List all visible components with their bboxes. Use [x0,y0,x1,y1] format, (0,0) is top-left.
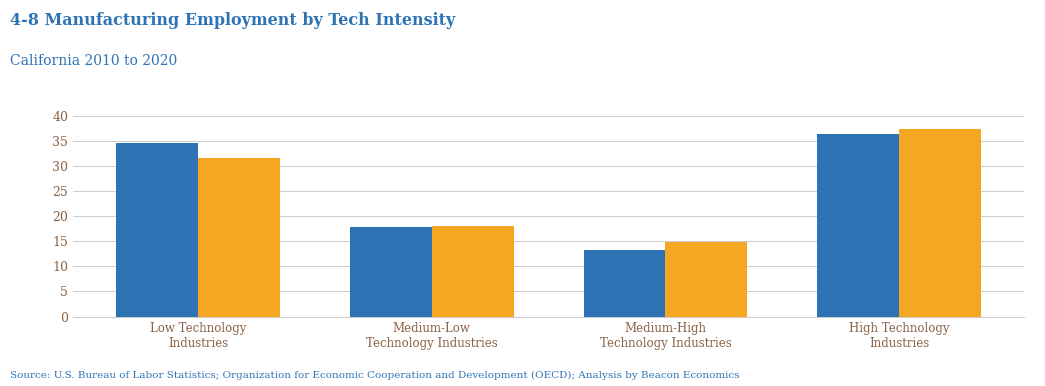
Bar [116,143,199,317]
Bar [899,129,981,317]
Bar [350,227,432,317]
Bar [817,134,899,317]
Text: California 2010 to 2020: California 2010 to 2020 [10,54,178,68]
Text: Source: U.S. Bureau of Labor Statistics; Organization for Economic Cooperation a: Source: U.S. Bureau of Labor Statistics;… [10,371,740,380]
Text: 4-8 Manufacturing Employment by Tech Intensity: 4-8 Manufacturing Employment by Tech Int… [10,12,456,29]
Bar [666,242,747,317]
Bar [199,158,280,317]
Bar [584,250,666,317]
Bar [432,226,513,317]
